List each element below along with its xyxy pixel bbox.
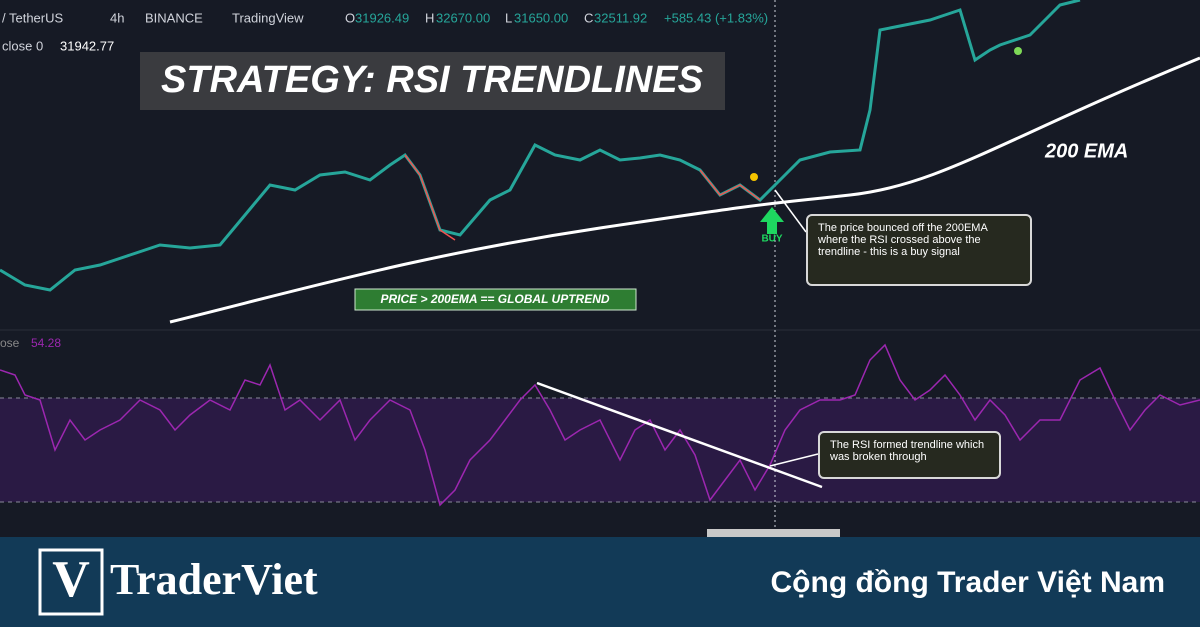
rsi-value: 54.28 xyxy=(31,336,61,350)
ema-line xyxy=(169,56,1200,324)
ohlc-value: 31926.49 xyxy=(355,10,409,25)
buy-label: BUY xyxy=(761,234,782,245)
price-line xyxy=(0,0,1081,292)
rsi-label: ose xyxy=(0,336,20,350)
ohlc-key: C xyxy=(584,10,593,25)
price-drop xyxy=(404,154,456,241)
callout-line xyxy=(774,189,807,233)
ohlc-key: L xyxy=(505,10,512,25)
footer xyxy=(0,537,1200,627)
uptrend-box xyxy=(354,288,637,311)
price-note: The price bounced off the 200EMA where t… xyxy=(806,214,1032,286)
signal-dot xyxy=(1014,47,1022,55)
exchange: BINANCE xyxy=(145,10,203,25)
uptrend-label: PRICE > 200EMA == GLOBAL UPTREND xyxy=(380,292,609,306)
interval: 4h xyxy=(110,10,124,25)
ohlc-value: 32670.00 xyxy=(436,10,490,25)
brand: TraderViet xyxy=(110,555,318,604)
signal-dot xyxy=(750,173,758,181)
rsi-note: The RSI formed trendline which was broke… xyxy=(818,431,1001,479)
logo: V xyxy=(52,551,90,608)
change: +585.43 (+1.83%) xyxy=(664,10,768,25)
title-box xyxy=(140,52,725,110)
rsi-band xyxy=(0,398,1200,502)
rsi-trendline xyxy=(536,381,823,489)
header: / TetherUS 4h BINANCE TradingView O 3192… xyxy=(2,10,768,53)
indicator-value: 31942.77 xyxy=(60,38,114,53)
ohlc-value: 32511.92 xyxy=(594,10,647,25)
platform: TradingView xyxy=(232,10,304,25)
ohlc-value: 31650.00 xyxy=(514,10,568,25)
callout-line xyxy=(769,453,819,467)
title: STRATEGY: RSI TRENDLINES xyxy=(161,59,703,101)
ohlc-key: O xyxy=(345,10,355,25)
scrollbar xyxy=(707,529,840,537)
ohlc-key: H xyxy=(425,10,434,25)
indicator: close 0 xyxy=(2,38,43,53)
logo-box xyxy=(38,548,104,616)
symbol: / TetherUS xyxy=(2,10,64,25)
rsi-line xyxy=(0,343,1200,507)
ema-label: 200 EMA xyxy=(1044,140,1128,162)
buy-arrow xyxy=(760,207,784,234)
price-drop xyxy=(699,169,761,201)
tagline: Cộng đồng Trader Việt Nam xyxy=(771,566,1166,599)
